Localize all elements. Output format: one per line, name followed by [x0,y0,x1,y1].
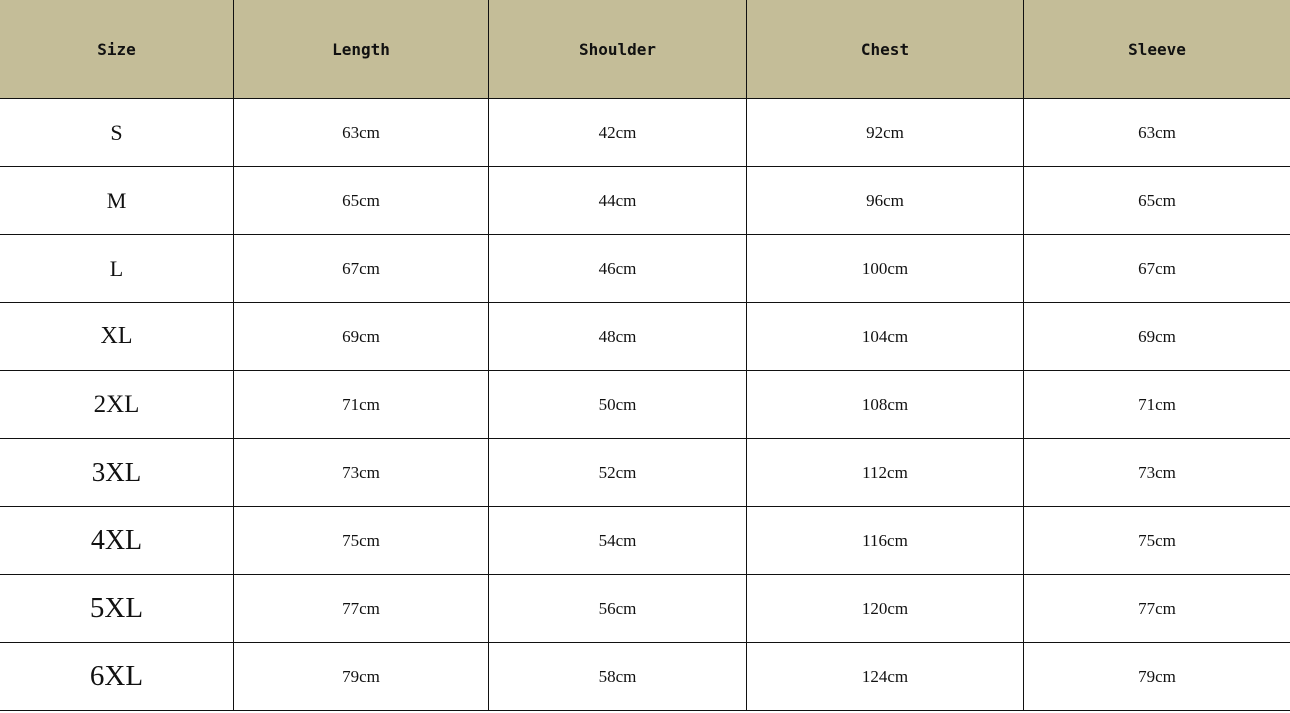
table-row: 6XL 79cm 58cm 124cm 79cm [0,642,1290,711]
cell-shoulder: 52cm [488,438,747,507]
cell-shoulder: 56cm [488,574,747,643]
table-row: XL 69cm 48cm 104cm 69cm [0,302,1290,371]
cell-chest: 116cm [746,506,1024,575]
cell-length: 71cm [233,370,489,439]
cell-shoulder: 46cm [488,234,747,303]
cell-sleeve: 69cm [1023,302,1290,371]
cell-size: S [0,98,234,167]
table-row: 2XL 71cm 50cm 108cm 71cm [0,370,1290,439]
cell-chest: 92cm [746,98,1024,167]
header-sleeve: Sleeve [1023,0,1290,99]
cell-shoulder: 58cm [488,642,747,711]
cell-length: 73cm [233,438,489,507]
cell-chest: 104cm [746,302,1024,371]
table-row: 4XL 75cm 54cm 116cm 75cm [0,506,1290,575]
header-chest: Chest [746,0,1024,99]
cell-chest: 124cm [746,642,1024,711]
cell-size: 6XL [0,642,234,711]
cell-sleeve: 65cm [1023,166,1290,235]
cell-length: 69cm [233,302,489,371]
cell-sleeve: 75cm [1023,506,1290,575]
cell-sleeve: 67cm [1023,234,1290,303]
cell-chest: 112cm [746,438,1024,507]
cell-size: 4XL [0,506,234,575]
cell-length: 77cm [233,574,489,643]
cell-chest: 100cm [746,234,1024,303]
cell-length: 63cm [233,98,489,167]
cell-sleeve: 79cm [1023,642,1290,711]
header-length: Length [233,0,489,99]
cell-size: XL [0,302,234,371]
table-row: M 65cm 44cm 96cm 65cm [0,166,1290,235]
cell-shoulder: 54cm [488,506,747,575]
cell-length: 79cm [233,642,489,711]
table-row: L 67cm 46cm 100cm 67cm [0,234,1290,303]
cell-size: L [0,234,234,303]
cell-chest: 96cm [746,166,1024,235]
header-row: Size Length Shoulder Chest Sleeve [0,0,1290,99]
cell-chest: 108cm [746,370,1024,439]
cell-size: M [0,166,234,235]
cell-sleeve: 71cm [1023,370,1290,439]
cell-sleeve: 73cm [1023,438,1290,507]
cell-shoulder: 50cm [488,370,747,439]
cell-size: 5XL [0,574,234,643]
header-shoulder: Shoulder [488,0,747,99]
cell-shoulder: 44cm [488,166,747,235]
cell-chest: 120cm [746,574,1024,643]
cell-size: 2XL [0,370,234,439]
cell-length: 67cm [233,234,489,303]
cell-shoulder: 48cm [488,302,747,371]
header-size: Size [0,0,234,99]
table-row: 5XL 77cm 56cm 120cm 77cm [0,574,1290,643]
cell-size: 3XL [0,438,234,507]
cell-sleeve: 77cm [1023,574,1290,643]
cell-shoulder: 42cm [488,98,747,167]
table-row: S 63cm 42cm 92cm 63cm [0,98,1290,167]
cell-length: 75cm [233,506,489,575]
table-row: 3XL 73cm 52cm 112cm 73cm [0,438,1290,507]
cell-length: 65cm [233,166,489,235]
cell-sleeve: 63cm [1023,98,1290,167]
